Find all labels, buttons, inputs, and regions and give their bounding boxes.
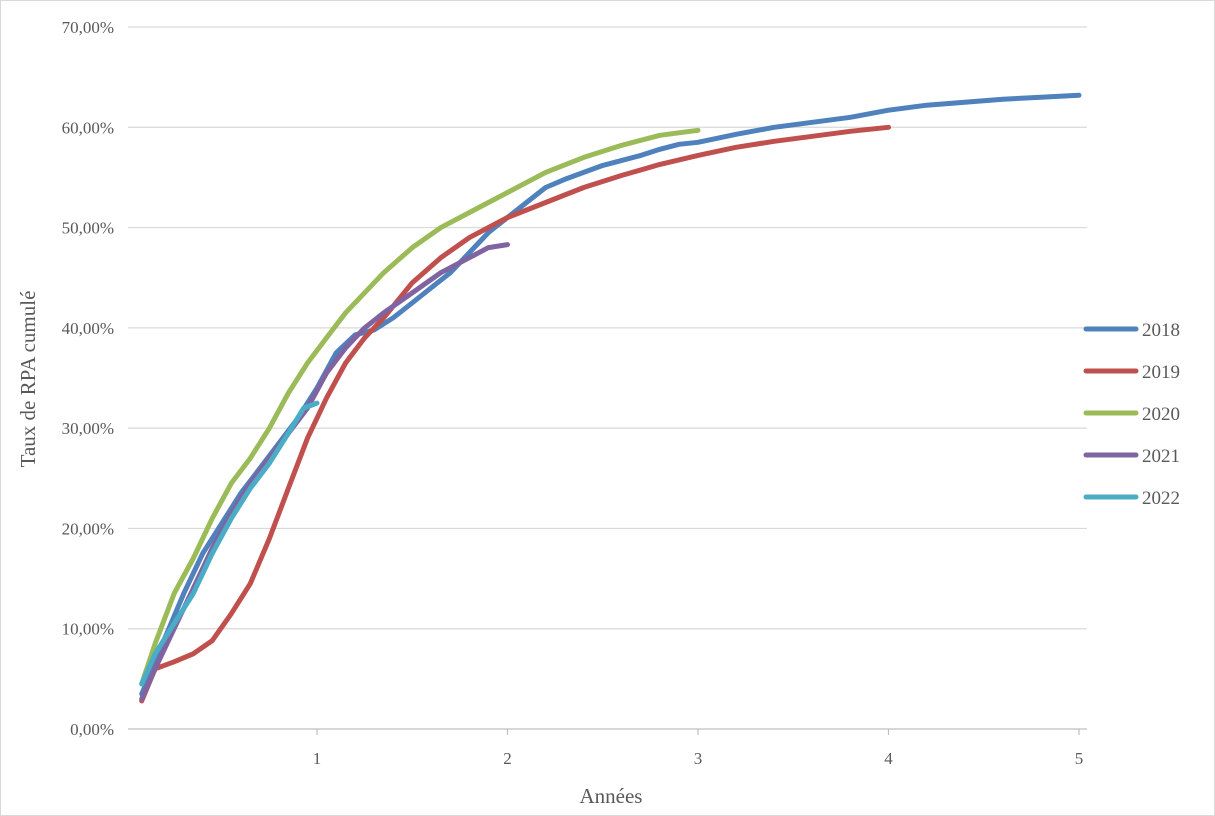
series-line-2022 <box>139 400 320 687</box>
legend-label: 2020 <box>1142 404 1180 425</box>
y-tick-label: 50,00% <box>62 219 114 238</box>
y-tick-label: 10,00% <box>62 620 114 639</box>
legend-label: 2019 <box>1142 362 1180 383</box>
y-tick-label: 60,00% <box>62 118 114 137</box>
legend-item-2018: 2018 <box>1083 320 1180 341</box>
legend-item-2021: 2021 <box>1083 446 1180 467</box>
y-tick-label: 0,00% <box>70 720 114 739</box>
legend-item-2020: 2020 <box>1083 404 1180 425</box>
x-tick-label: 2 <box>503 749 512 768</box>
series-line-2019 <box>139 124 891 704</box>
x-axis-tick-labels: 1 2 3 4 5 <box>313 729 1084 768</box>
legend-item-2022: 2022 <box>1083 488 1180 509</box>
series-line-2021 <box>139 242 510 702</box>
x-tick-label: 4 <box>884 749 893 768</box>
y-axis-tick-labels: 0,00% 10,00% 20,00% 30,00% 40,00% 50,00% 60,00… <box>62 18 114 739</box>
x-tick-label: 3 <box>694 749 703 768</box>
legend-item-2019: 2019 <box>1083 362 1180 383</box>
series-line-2018 <box>139 92 1082 697</box>
legend: 2018 2019 2020 2021 2022 <box>1083 320 1180 509</box>
legend-label: 2021 <box>1142 446 1180 467</box>
x-axis-title: Années <box>580 784 643 808</box>
x-tick-label: 1 <box>313 749 322 768</box>
y-tick-label: 70,00% <box>62 18 114 37</box>
legend-label: 2022 <box>1142 488 1180 509</box>
x-tick-label: 5 <box>1075 749 1084 768</box>
series-line-2020 <box>139 127 701 687</box>
y-axis-title: Taux de RPA cumulé <box>16 291 40 468</box>
y-tick-label: 30,00% <box>62 419 114 438</box>
y-tick-label: 40,00% <box>62 319 114 338</box>
legend-label: 2018 <box>1142 320 1180 341</box>
series-lines <box>139 92 1082 704</box>
gridlines <box>128 26 1087 730</box>
y-tick-label: 20,00% <box>62 519 114 538</box>
